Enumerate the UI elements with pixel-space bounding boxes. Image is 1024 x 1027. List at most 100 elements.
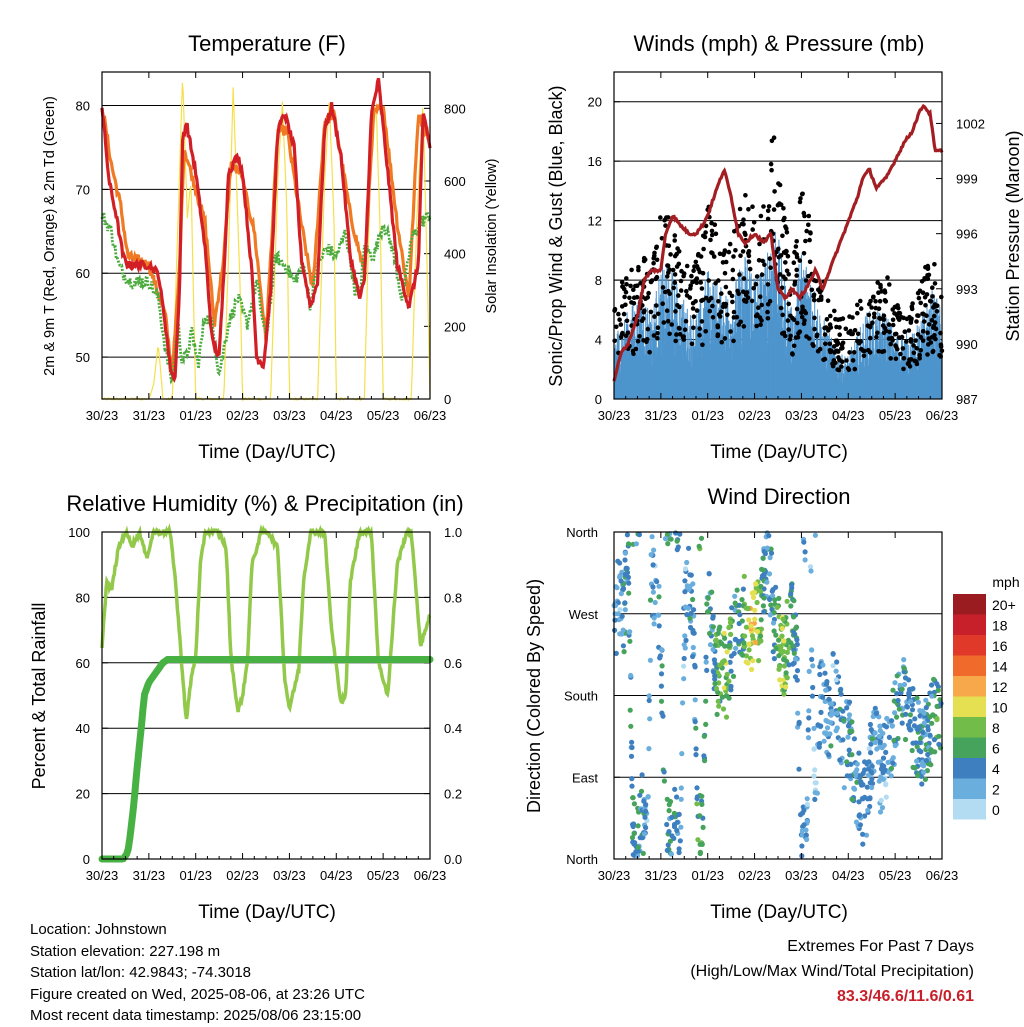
direction-point bbox=[710, 624, 716, 630]
gust-point bbox=[926, 272, 932, 278]
direction-point bbox=[710, 615, 716, 621]
gust-point bbox=[750, 204, 755, 209]
plot-border bbox=[101, 71, 431, 400]
direction-point bbox=[846, 712, 853, 718]
gust-point bbox=[785, 253, 791, 259]
direction-point bbox=[652, 599, 658, 606]
temperature-ylabel-right: Solar Insolation (Yellow) bbox=[484, 158, 500, 313]
direction-point bbox=[673, 530, 679, 536]
gust-point bbox=[824, 317, 830, 322]
y-tick-label: 70 bbox=[76, 182, 90, 197]
direction-point bbox=[826, 752, 832, 758]
direction-point bbox=[683, 637, 689, 644]
gust-point bbox=[804, 228, 809, 234]
direction-point bbox=[804, 796, 810, 802]
gust-point bbox=[869, 305, 874, 310]
gust-point bbox=[846, 330, 851, 335]
gust-point bbox=[808, 230, 813, 235]
gust-point bbox=[861, 353, 867, 359]
direction-point bbox=[699, 801, 705, 808]
gust-point bbox=[807, 259, 813, 265]
gust-point bbox=[621, 311, 627, 317]
direction-point bbox=[863, 832, 870, 838]
direction-point bbox=[762, 551, 769, 557]
gust-point bbox=[759, 272, 765, 278]
direction-point bbox=[781, 663, 788, 669]
colorbar-label: 14 bbox=[992, 659, 1008, 675]
direction-point bbox=[647, 716, 653, 722]
gust-point bbox=[665, 263, 670, 268]
direction-point bbox=[788, 591, 794, 597]
gust-point bbox=[775, 202, 781, 208]
gust-point bbox=[661, 320, 667, 325]
gust-point bbox=[794, 306, 800, 312]
x-tick-label: 03/23 bbox=[273, 408, 306, 423]
x-tick-label: 06/23 bbox=[414, 408, 447, 423]
x-tick-label: 05/23 bbox=[879, 868, 912, 883]
direction-point bbox=[909, 686, 915, 692]
direction-point bbox=[823, 681, 830, 687]
direction-point bbox=[889, 723, 895, 729]
direction-point bbox=[706, 571, 712, 577]
direction-point bbox=[865, 773, 872, 779]
direction-point bbox=[626, 590, 632, 596]
direction-point bbox=[679, 751, 685, 757]
direction-point bbox=[909, 707, 916, 713]
y-tick-label: 50 bbox=[76, 350, 90, 365]
direction-point bbox=[710, 669, 717, 675]
direction-point bbox=[694, 785, 700, 791]
gust-point bbox=[807, 237, 812, 243]
x-tick-label: 04/23 bbox=[832, 408, 865, 423]
direction-point bbox=[638, 788, 645, 794]
gust-point bbox=[694, 308, 700, 313]
gust-point bbox=[743, 193, 748, 198]
direction-point bbox=[914, 695, 920, 701]
direction-point bbox=[820, 662, 826, 668]
direction-point bbox=[707, 630, 713, 637]
direction-point bbox=[918, 749, 924, 755]
gust-point bbox=[847, 314, 852, 319]
direction-point bbox=[752, 639, 759, 646]
gust-point bbox=[871, 294, 876, 300]
direction-point bbox=[692, 719, 698, 725]
direction-point bbox=[752, 616, 758, 622]
colorbar-title: mph bbox=[992, 574, 1019, 590]
gust-point bbox=[783, 224, 788, 229]
gust-point bbox=[693, 299, 698, 304]
direction-point bbox=[615, 558, 621, 564]
gust-point bbox=[850, 331, 855, 337]
direction-point bbox=[923, 697, 929, 703]
gust-point bbox=[780, 233, 785, 239]
direction-xlabel: Time (Day/UTC) bbox=[710, 902, 848, 923]
humidity-title: Relative Humidity (%) & Precipitation (i… bbox=[66, 491, 463, 516]
colorbar-swatch bbox=[953, 635, 986, 656]
direction-ylabel-left: Direction (Colored By Speed) bbox=[524, 579, 544, 813]
direction-point bbox=[877, 809, 884, 815]
gust-point bbox=[767, 256, 773, 261]
gust-point bbox=[917, 352, 922, 358]
direction-point bbox=[776, 637, 782, 643]
direction-point bbox=[808, 568, 814, 574]
direction-point bbox=[821, 738, 827, 744]
direction-point bbox=[894, 673, 900, 679]
gust-point bbox=[810, 342, 815, 347]
direction-point bbox=[699, 793, 705, 799]
direction-point bbox=[666, 829, 672, 835]
direction-title: Wind Direction bbox=[707, 484, 850, 509]
extremes-box: Extremes For Past 7 Days (High/Low/Max W… bbox=[690, 934, 974, 1009]
direction-point bbox=[651, 615, 657, 621]
direction-point bbox=[828, 712, 834, 718]
gust-point bbox=[765, 282, 771, 287]
gust-point bbox=[753, 281, 759, 287]
gust-point bbox=[933, 336, 938, 342]
gust-point bbox=[881, 349, 887, 354]
gust-point bbox=[617, 317, 622, 323]
gust-point bbox=[633, 283, 638, 289]
gust-point bbox=[786, 327, 791, 332]
gust-point bbox=[684, 293, 690, 298]
direction-point bbox=[622, 600, 628, 606]
gust-point bbox=[699, 286, 705, 291]
colorbar-label: 20+ bbox=[992, 597, 1016, 613]
gust-point bbox=[925, 352, 930, 357]
gust-point bbox=[816, 297, 821, 303]
